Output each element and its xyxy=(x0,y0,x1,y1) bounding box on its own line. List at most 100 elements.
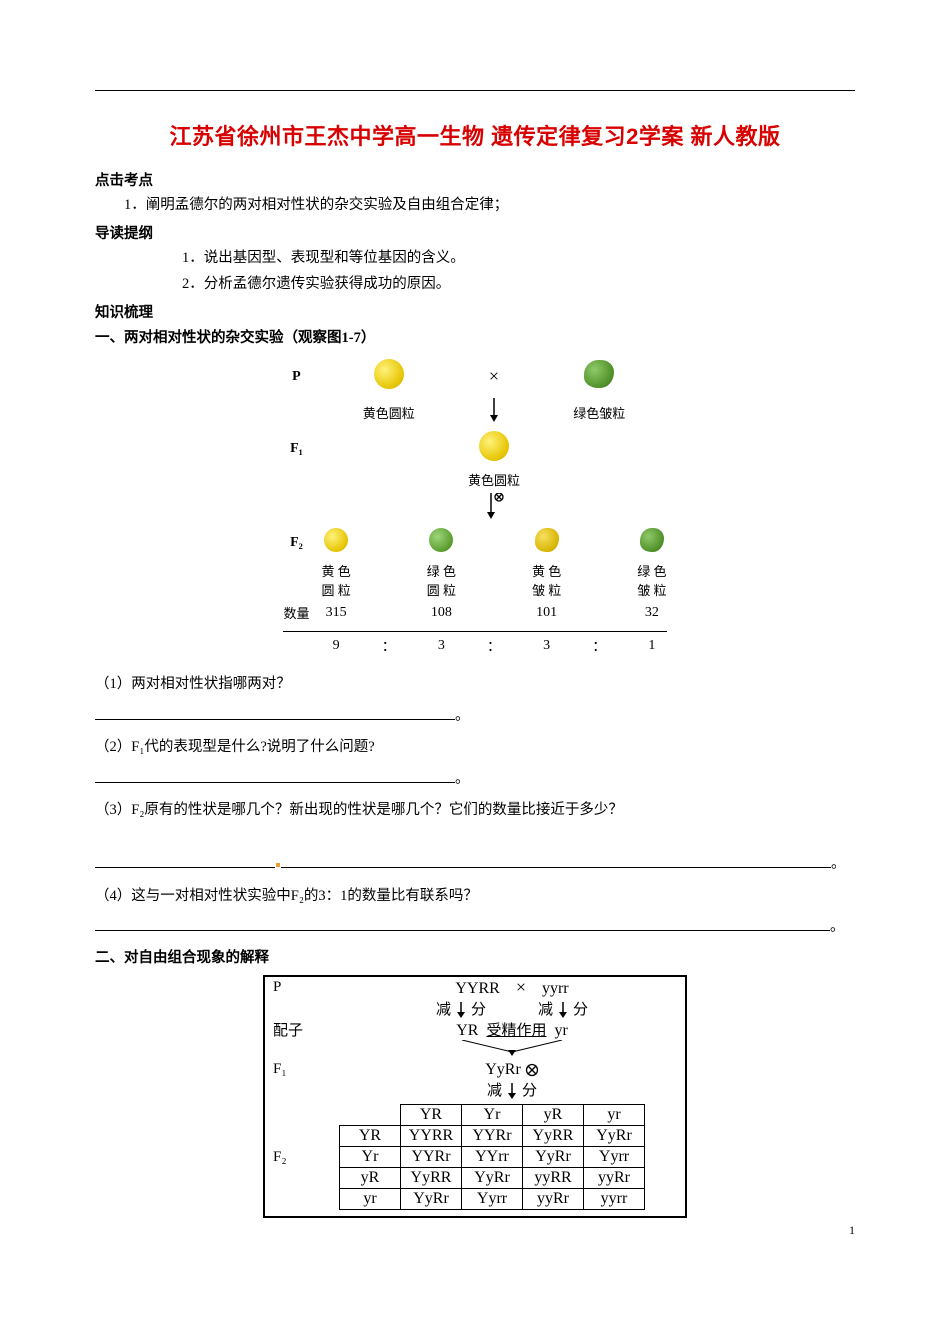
page: 江苏省徐州市王杰中学高一生物 遗传定律复习2学案 新人教版 点击考点 1．阐明孟… xyxy=(0,0,950,1263)
blank-3: 。 xyxy=(95,851,855,879)
fig1-P-label: P xyxy=(277,357,315,396)
fig2-F1: F₁ xyxy=(265,1061,339,1079)
pc: YYRr xyxy=(462,1125,523,1146)
fig2-yr: yr xyxy=(554,1022,567,1039)
fig2-YYRR: YYRR xyxy=(455,980,499,997)
pc: yyrr xyxy=(584,1188,645,1209)
figure-2: P YYRR × yyrr 减 分 减 xyxy=(95,975,855,1223)
pc: YyRr xyxy=(462,1167,523,1188)
pc: YyRr xyxy=(584,1125,645,1146)
fig2-yyrr: yyrr xyxy=(542,980,569,997)
fig1-f2-2: 绿 色 圆 粒 xyxy=(421,559,462,601)
pcol-2: yR xyxy=(523,1104,584,1125)
punnett-square: YR Yr yR yr YR YYRR YYRr YyRR YyRr xyxy=(339,1104,645,1210)
pea-yellow-icon xyxy=(324,528,348,552)
page-number: 1 xyxy=(849,1223,855,1238)
figure-1: P × 黄色圆粒 绿色皱粒 xyxy=(95,357,855,663)
q2-end: 。 xyxy=(455,771,470,787)
fig1-f2-1: 黄 色 圆 粒 xyxy=(315,559,356,601)
pea-yellow-icon xyxy=(479,431,509,461)
pea-yellow-wrinkled-icon xyxy=(535,528,559,552)
q3-end: 。 xyxy=(831,856,846,872)
fig2-YyRr: YyRr xyxy=(485,1061,521,1078)
pc: YyRr xyxy=(523,1146,584,1167)
question-4: （4）这与一对相对性状实验中F₂的3：1的数量比有联系吗？ xyxy=(95,883,855,911)
sec2-item1: 1．说出基因型、表现型和等位基因的含义。 xyxy=(95,245,855,271)
fig1-colon: ： xyxy=(357,634,421,658)
fig1-r2: 3 xyxy=(421,634,462,658)
pc: YyRR xyxy=(401,1167,462,1188)
top-rule xyxy=(95,90,855,91)
fig1-yr-label: 黄色圆粒 xyxy=(357,396,421,429)
pc: YYRr xyxy=(401,1146,462,1167)
fig2-F2: F₂ xyxy=(265,1100,339,1216)
part1-head: 一、两对相对性状的杂交实验（观察图1-7） xyxy=(95,326,855,347)
pc: YyRR xyxy=(523,1125,584,1146)
q1-end: 。 xyxy=(455,708,470,724)
question-2: （2）F₁代的表现型是什么?说明了什么问题? xyxy=(95,734,855,762)
pea-green-wrinkled-icon xyxy=(584,360,614,388)
section-head-2: 导读提纲 xyxy=(95,222,855,243)
arrow-down-icon xyxy=(462,396,526,429)
fig1-F1-label: F₁ xyxy=(277,429,315,468)
blank-1: 。 xyxy=(95,703,855,731)
pc: yyRR xyxy=(523,1167,584,1188)
pc: yyRr xyxy=(523,1188,584,1209)
fig1-c2: 108 xyxy=(421,601,462,624)
fig2-div2: 分 xyxy=(573,1002,588,1018)
fig2-mei1: 减 xyxy=(436,1002,451,1018)
pc: Yyrr xyxy=(584,1146,645,1167)
fig1-f2-4: 绿 色 皱 粒 xyxy=(631,559,672,601)
fig1-r4: 1 xyxy=(631,634,672,658)
q4-end: 。 xyxy=(830,919,845,935)
pcol-1: Yr xyxy=(462,1104,523,1125)
prow-2: yR xyxy=(340,1167,401,1188)
arrow-down-icon xyxy=(339,1040,685,1061)
prow-3: yr xyxy=(340,1188,401,1209)
section-head-1: 点击考点 xyxy=(95,169,855,190)
fig1-count-label: 数量 xyxy=(277,601,315,624)
orange-dot-icon xyxy=(276,863,280,867)
fig2-cross: × xyxy=(516,977,526,997)
fig1-r3: 3 xyxy=(526,634,567,658)
blank-4: 。 xyxy=(95,914,855,942)
pea-yellow-icon xyxy=(374,359,404,389)
doc-title: 江苏省徐州市王杰中学高一生物 遗传定律复习2学案 新人教版 xyxy=(95,119,855,151)
fig1-r1: 9 xyxy=(315,634,356,658)
fig1-colon: ： xyxy=(567,634,631,658)
fig1-cross: × xyxy=(462,357,526,396)
prow-0: YR xyxy=(340,1125,401,1146)
fig1-F2-label: F₂ xyxy=(277,526,315,559)
fig2-mei2: 减 xyxy=(538,1002,553,1018)
fig1-f2-3: 黄 色 皱 粒 xyxy=(526,559,567,601)
pcol-0: YR xyxy=(401,1104,462,1125)
question-1: （1）两对相对性状指哪两对？ xyxy=(95,671,855,699)
fig2-P: P xyxy=(265,977,339,998)
sec1-item1: 1．阐明孟德尔的两对相对性状的杂交实验及自由组合定律； xyxy=(95,192,855,218)
pc: YyRr xyxy=(401,1188,462,1209)
pc: yyRr xyxy=(584,1167,645,1188)
fig2-gamete: 配子 xyxy=(265,1019,339,1040)
sec2-item2: 2．分析孟德尔遗传实验获得成功的原因。 xyxy=(95,271,855,297)
pc: Yyrr xyxy=(462,1188,523,1209)
question-3: （3）F₂原有的性状是哪几个？新出现的性状是哪几个？它们的数量比接近于多少？ xyxy=(95,797,855,825)
fig1-c4: 32 xyxy=(631,601,672,624)
fig2-YR: YR xyxy=(456,1022,478,1039)
pc: YYrr xyxy=(462,1146,523,1167)
fig2-mei3: 减 xyxy=(487,1083,502,1099)
fig2-div1: 分 xyxy=(471,1002,486,1018)
pea-green-icon xyxy=(429,528,453,552)
prow-1: Yr xyxy=(340,1146,401,1167)
pc: YYRR xyxy=(401,1125,462,1146)
fig1-c1: 315 xyxy=(315,601,356,624)
self-cross-icon xyxy=(462,491,526,526)
pea-green-wrinkled-icon xyxy=(640,528,664,552)
section-head-3: 知识梳理 xyxy=(95,301,855,322)
blank-2: 。 xyxy=(95,766,855,794)
part2-head: 二、对自由组合现象的解释 xyxy=(95,946,855,967)
fig2-div3: 分 xyxy=(522,1083,537,1099)
fig2-fert: 受精作用 xyxy=(486,1023,546,1039)
fig1-c3: 101 xyxy=(526,601,567,624)
pcol-3: yr xyxy=(584,1104,645,1125)
fig1-gw-label: 绿色皱粒 xyxy=(567,396,631,429)
